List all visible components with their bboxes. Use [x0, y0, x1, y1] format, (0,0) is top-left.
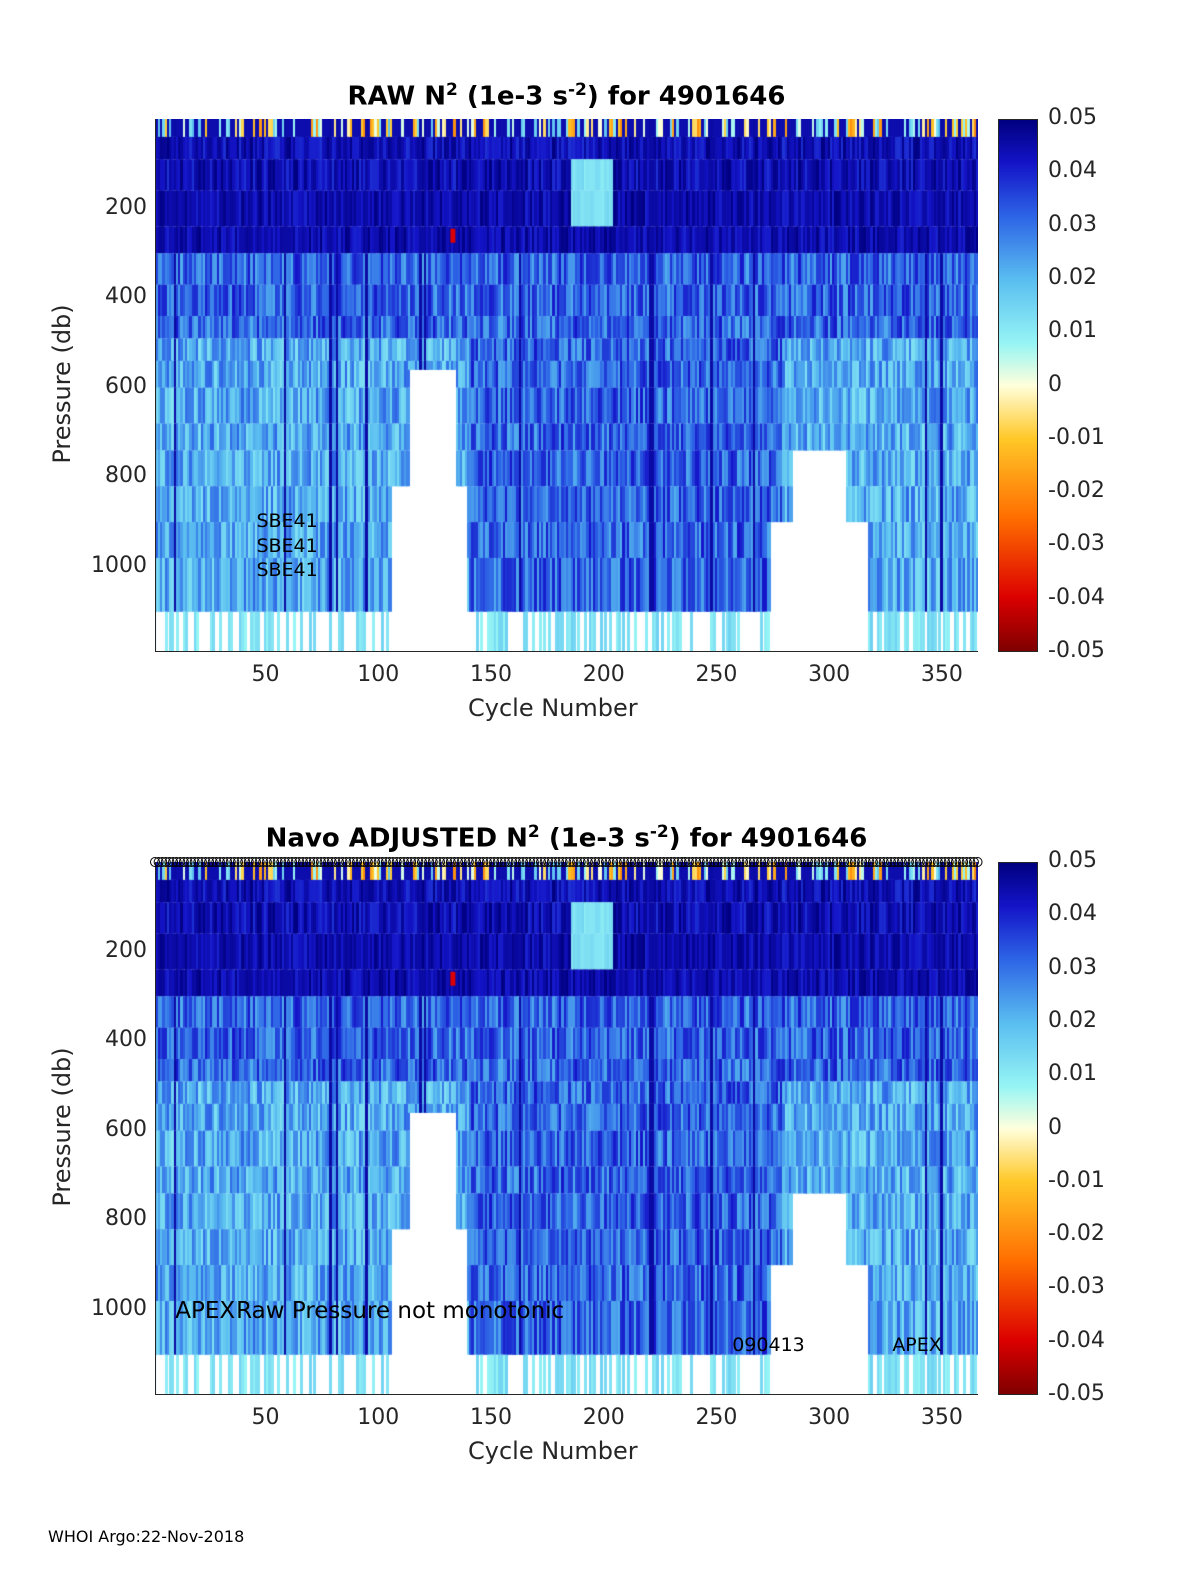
- colorbar-tick-label: 0.03: [1048, 954, 1097, 980]
- colorbar-tick-label: 0.01: [1048, 318, 1097, 344]
- chart-annotation: 090413: [732, 1333, 805, 1356]
- heatmap-canvas-adjusted: [155, 862, 978, 1395]
- x-tick-label: 50: [251, 662, 280, 687]
- colorbar-tick-label: 0.03: [1048, 211, 1097, 237]
- x-axis-label-raw: Cycle Number: [468, 694, 638, 722]
- colorbar-tick-label: 0: [1048, 1114, 1062, 1140]
- x-tick-label: 150: [469, 662, 512, 687]
- y-axis-label-adjusted: Pressure (db): [48, 1047, 76, 1207]
- colorbar-tick-label: 0.04: [1048, 158, 1097, 184]
- x-tick-label: 300: [808, 662, 851, 687]
- colorbar-tick-label: -0.05: [1048, 638, 1105, 663]
- y-tick-label: 200: [105, 937, 147, 963]
- colorbar-tick-label: -0.01: [1048, 424, 1105, 450]
- x-tick-label: 100: [357, 662, 400, 687]
- footer-credit: WHOI Argo:22-Nov-2018: [48, 1527, 245, 1546]
- colorbar-tick-label: -0.03: [1048, 531, 1105, 557]
- y-tick-label: 400: [105, 1027, 147, 1053]
- heatmap-canvas-raw: [155, 119, 978, 652]
- chart-title-raw: RAW N2 (1e-3 s-2) for 4901646: [347, 80, 786, 112]
- colorbar-tick-label: 0: [1048, 371, 1062, 397]
- colorbar-adjusted: [998, 862, 1038, 1395]
- x-tick-label: 250: [695, 662, 738, 687]
- colorbar-tick-label: -0.03: [1048, 1274, 1105, 1300]
- colorbar-tick-label: -0.01: [1048, 1167, 1105, 1193]
- chart-annotation: SBE41: [256, 510, 318, 533]
- heatmap-raw: [155, 119, 978, 652]
- chart-annotation: SBE41: [256, 559, 318, 582]
- y-tick-label: 600: [105, 1116, 147, 1142]
- colorbar-tick-label: -0.02: [1048, 478, 1105, 504]
- colorbar-tick-label: -0.02: [1048, 1221, 1105, 1247]
- x-tick-label: 100: [357, 1405, 400, 1430]
- chart-title-adjusted: Navo ADJUSTED N2 (1e-3 s-2) for 4901646: [265, 822, 868, 854]
- colorbar-tick-label: 0.02: [1048, 1007, 1097, 1033]
- y-tick-label: 200: [105, 194, 147, 220]
- colorbar-tick-label: -0.04: [1048, 584, 1105, 610]
- colorbar-tick-label: -0.04: [1048, 1327, 1105, 1353]
- chart-annotation: SBE41: [256, 534, 318, 557]
- chart-annotation: Raw Pressure not monotonic: [236, 1297, 565, 1324]
- y-tick-label: 800: [105, 463, 147, 489]
- x-tick-label: 50: [251, 1405, 280, 1430]
- y-tick-label: 600: [105, 373, 147, 399]
- x-tick-label: 350: [920, 662, 963, 687]
- y-tick-label: 400: [105, 284, 147, 310]
- colorbar-tick-label: -0.05: [1048, 1381, 1105, 1406]
- colorbar-tick-label: 0.01: [1048, 1061, 1097, 1087]
- colorbar-tick-label: 0.02: [1048, 264, 1097, 290]
- y-tick-label: 1000: [91, 552, 147, 578]
- x-tick-label: 300: [808, 1405, 851, 1430]
- colorbar-tick-label: 0.05: [1048, 848, 1097, 873]
- x-tick-label: 250: [695, 1405, 738, 1430]
- colorbar-tick-label: 0.05: [1048, 105, 1097, 130]
- x-tick-label: 350: [920, 1405, 963, 1430]
- y-tick-label: 800: [105, 1206, 147, 1232]
- x-tick-label: 150: [469, 1405, 512, 1430]
- y-tick-label: 1000: [91, 1295, 147, 1321]
- colorbar-tick-label: 0.04: [1048, 901, 1097, 927]
- chart-annotation: APEX: [892, 1333, 942, 1356]
- x-tick-label: 200: [582, 1405, 625, 1430]
- x-tick-label: 200: [582, 662, 625, 687]
- colorbar-raw: [998, 119, 1038, 652]
- x-axis-label-adjusted: Cycle Number: [468, 1437, 638, 1465]
- chart-annotation: APEX: [175, 1297, 236, 1324]
- heatmap-adjusted: [155, 862, 978, 1395]
- y-axis-label-raw: Pressure (db): [48, 304, 76, 464]
